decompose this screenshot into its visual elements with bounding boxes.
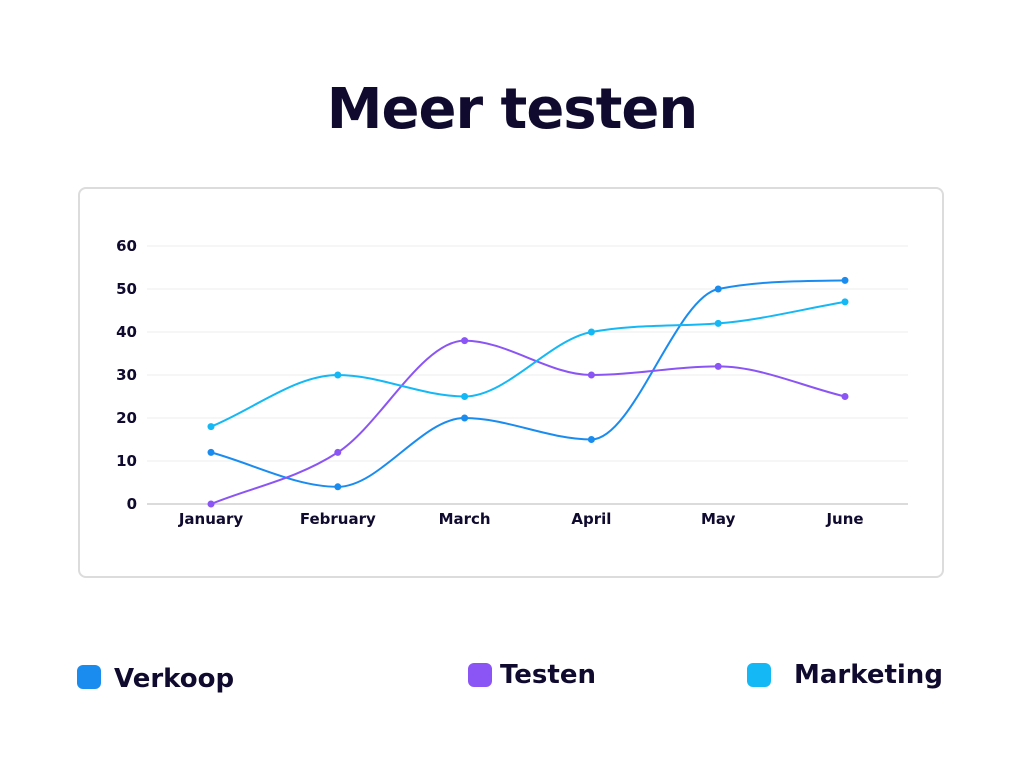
data-point-verkoop-june (841, 276, 849, 284)
series-lines (210, 279, 846, 505)
y-tick-label: 40 (116, 323, 137, 341)
y-tick-label: 30 (116, 366, 137, 384)
legend-item-verkoop: Verkoop (77, 662, 235, 694)
legend-label-verkoop: Verkoop (114, 664, 235, 694)
data-point-testen-january (207, 500, 215, 508)
gridlines (147, 245, 908, 505)
data-point-testen-april (587, 371, 595, 379)
legend-item-marketing: Marketing (747, 660, 943, 690)
series-points (207, 276, 849, 508)
chart-title: Meer testen (326, 77, 699, 142)
legend-swatch-testen (468, 663, 492, 687)
x-axis-tick-labels: January February March April May June (178, 510, 864, 528)
series-line-verkoop (210, 279, 846, 488)
x-tick-label: January (178, 510, 244, 528)
data-point-verkoop-may (714, 285, 722, 293)
data-point-verkoop-february (334, 483, 342, 491)
data-point-verkoop-january (207, 448, 215, 456)
x-tick-label: May (701, 510, 736, 528)
x-tick-label: June (825, 510, 863, 528)
legend-label-marketing: Marketing (794, 660, 943, 690)
data-point-marketing-april (587, 328, 595, 336)
y-tick-label: 10 (116, 452, 137, 470)
y-axis-tick-labels: 0 10 20 30 40 50 60 (116, 237, 137, 513)
y-tick-label: 50 (116, 280, 137, 298)
data-point-marketing-march (461, 393, 469, 400)
legend-swatch-marketing (747, 663, 771, 687)
data-point-verkoop-march (461, 414, 469, 422)
data-point-marketing-january (207, 423, 215, 431)
series-line-marketing (210, 300, 846, 428)
x-tick-label: March (439, 510, 491, 528)
data-point-testen-february (334, 448, 342, 456)
x-tick-label: April (571, 510, 611, 528)
data-point-marketing-may (714, 319, 722, 327)
data-point-testen-june (841, 393, 849, 400)
x-tick-label: February (300, 510, 376, 528)
data-point-testen-march (461, 337, 469, 345)
legend-label-testen: Testen (500, 660, 596, 690)
data-point-verkoop-april (587, 436, 595, 443)
y-tick-label: 0 (127, 495, 137, 513)
legend-item-testen: Testen (468, 660, 596, 690)
data-point-testen-may (714, 362, 722, 370)
legend-swatch-verkoop (77, 665, 101, 689)
series-line-testen (210, 339, 846, 505)
data-point-marketing-june (841, 298, 849, 306)
y-tick-label: 20 (116, 409, 137, 427)
data-point-marketing-february (334, 371, 342, 379)
y-tick-label: 60 (116, 237, 137, 255)
